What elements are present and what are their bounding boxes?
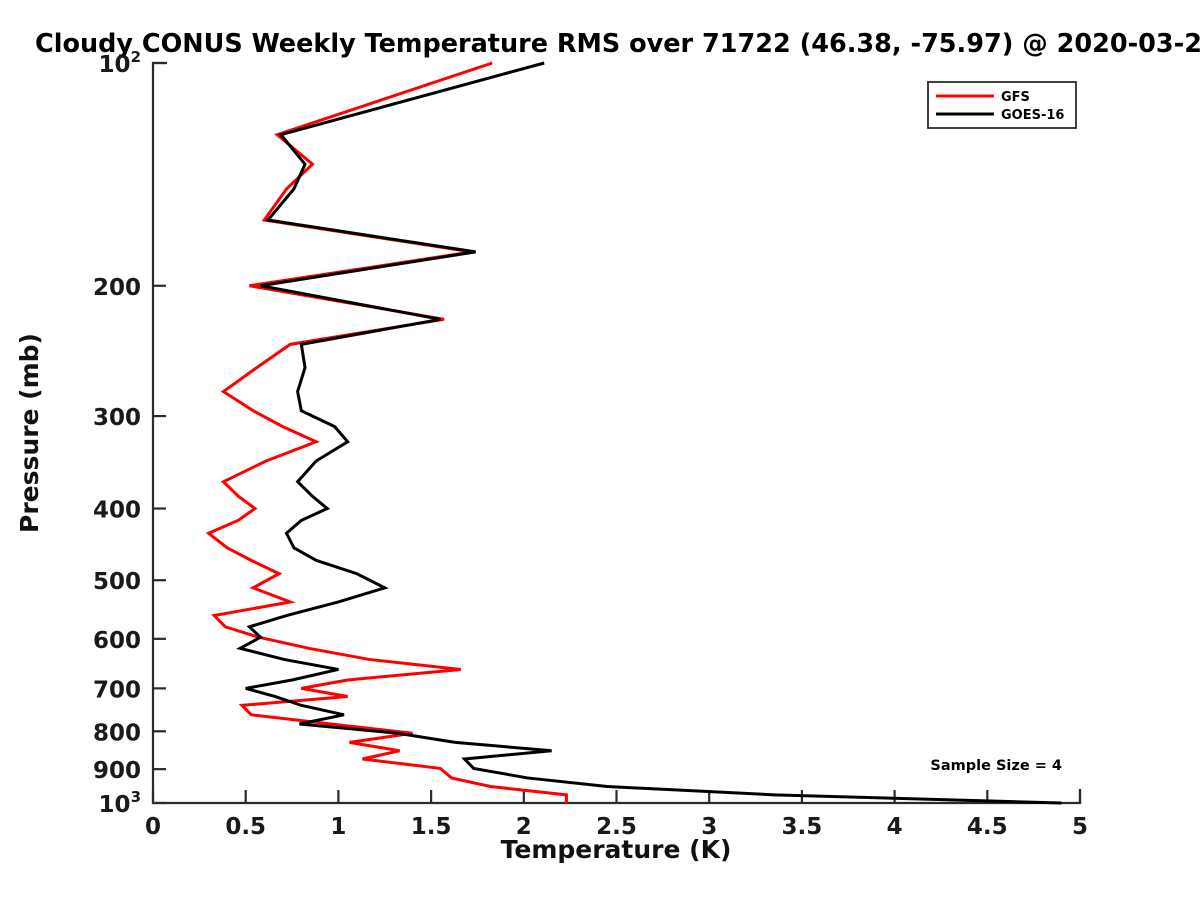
legend-box	[927, 81, 1077, 129]
y-tick-label: 103	[99, 788, 141, 818]
y-tick-label: 102	[99, 48, 141, 78]
x-tick-label: 5	[1072, 814, 1088, 840]
x-axis-title: Temperature (K)	[501, 835, 732, 864]
x-tick-label: 2.5	[596, 814, 637, 840]
legend-label-goes-16: GOES-16	[1001, 108, 1064, 123]
y-tick-label: 900	[93, 758, 141, 784]
y-tick-label: 300	[93, 405, 141, 431]
page-title: Cloudy CONUS Weekly Temperature RMS over…	[35, 29, 1200, 59]
series-line-goes-16	[236, 61, 1062, 805]
x-tick-label: 0	[145, 814, 161, 840]
y-tick-label: 600	[93, 628, 141, 654]
x-tick-label: 3	[701, 814, 717, 840]
x-tick-label: 3.5	[782, 814, 823, 840]
y-tick-label: 800	[93, 720, 141, 746]
x-tick-label: 4.5	[967, 814, 1008, 840]
sample-size-annotation: Sample Size = 4	[930, 758, 1062, 774]
y-tick-label: 500	[93, 569, 141, 595]
x-tick-label: 4	[887, 814, 903, 840]
legend[interactable]: GFS GOES-16	[927, 81, 1077, 129]
y-axis-title: Pressure (mb)	[15, 333, 44, 533]
y-tick-label: 700	[93, 677, 141, 703]
x-tick-label: 2	[516, 814, 532, 840]
y-tick-label: 400	[93, 498, 141, 524]
x-tick-label: 0.5	[225, 814, 266, 840]
axes-group: 0 0.5 1 1.5 2 2.5 3 3.5 4 4.5 5 102 200 300 400 500 600 7…	[93, 48, 1088, 840]
data-series-group	[205, 61, 1062, 805]
x-tick-label: 1.5	[411, 814, 452, 840]
x-tick-label: 1	[330, 814, 346, 840]
legend-label-gfs: GFS	[1001, 90, 1030, 105]
y-tick-label: 200	[93, 275, 141, 301]
